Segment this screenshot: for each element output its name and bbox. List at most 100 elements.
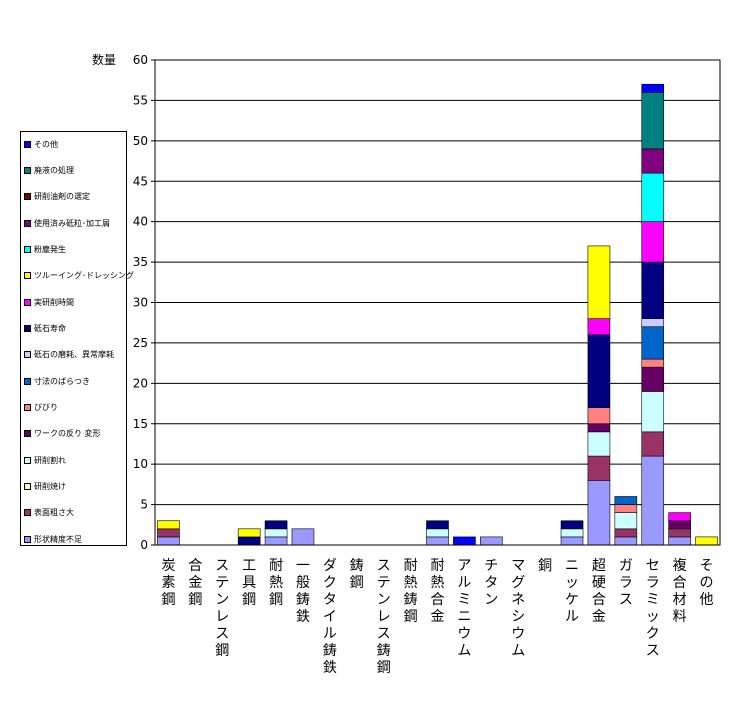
- legend-swatch: [24, 430, 31, 438]
- bar-segment: [560, 520, 584, 530]
- x-category-label-char: 鋼: [350, 575, 364, 591]
- bar-segment: [668, 520, 691, 530]
- x-category-label-char: レ: [215, 609, 229, 625]
- legend-item: ワークの反り 変形: [24, 428, 101, 440]
- x-category-label-char: 鋼: [188, 592, 202, 608]
- x-category-label-char: テ: [377, 575, 391, 591]
- legend-label: その他: [34, 139, 58, 149]
- bar-segment: [426, 528, 449, 538]
- bar-segment: [668, 536, 691, 546]
- x-category-label-char: 鋳: [350, 557, 364, 574]
- x-category-label-char: 材: [673, 592, 687, 608]
- x-category-label-char: ス: [377, 558, 391, 574]
- bar-segment: [587, 407, 611, 425]
- legend-swatch: [24, 377, 31, 385]
- x-category-label-char: タ: [484, 575, 498, 591]
- bar-segment: [641, 455, 665, 546]
- bar-segment: [291, 528, 315, 546]
- legend-swatch: [24, 351, 31, 359]
- legend-item: 廃液の処理: [24, 164, 74, 176]
- y-tick-label: 25: [133, 336, 148, 350]
- y-tick-label: 45: [133, 174, 148, 188]
- bar-segment: [641, 318, 665, 328]
- bar-segment: [641, 92, 665, 150]
- y-tick-label: 40: [133, 215, 148, 229]
- legend-label: 形状精度不足: [34, 534, 82, 544]
- x-category-label-char: ア: [457, 558, 471, 574]
- x-category-label-char: ン: [377, 592, 391, 608]
- x-category-label-char: 熱: [269, 575, 283, 591]
- x-category-label-char: 鋼: [404, 609, 418, 625]
- x-category-label-char: 耐: [431, 558, 445, 574]
- x-category-label-char: ッ: [646, 609, 660, 625]
- bar-segment: [560, 528, 584, 538]
- bar-segment: [587, 480, 611, 546]
- x-category-label-char: ス: [215, 626, 229, 642]
- bar-segment: [668, 512, 691, 522]
- y-tick-label: 10: [133, 457, 148, 471]
- x-category-label-char: ケ: [565, 592, 579, 608]
- x-category-label-char: 耐: [404, 558, 418, 574]
- bar-segment: [157, 520, 180, 530]
- x-category-label-char: 鋳: [377, 642, 391, 659]
- legend-label: ツルーイング･ドレッシング: [34, 271, 134, 281]
- legend-item: 粉塵発生: [24, 243, 66, 255]
- x-category-label-char: 金: [188, 575, 202, 591]
- x-category-label-char: 鋳: [323, 642, 337, 659]
- legend-item: ツルーイング･ドレッシング: [24, 270, 134, 282]
- bar-segment: [641, 83, 665, 93]
- x-category-label-char: 複: [673, 557, 687, 574]
- x-category-label-char: 銅: [538, 558, 552, 574]
- bar-segment: [480, 536, 503, 546]
- x-category-label-char: マ: [511, 558, 525, 574]
- bar-segment: [614, 496, 638, 505]
- x-category-label-char: ス: [215, 558, 229, 574]
- y-tick-label: 55: [133, 93, 148, 107]
- x-category-label-char: ス: [619, 592, 633, 608]
- bar-segment: [641, 391, 665, 433]
- bar-segment: [237, 528, 261, 538]
- legend-item: 表面粗さ大: [24, 507, 74, 519]
- legend-swatch: [24, 509, 31, 517]
- bar-segment: [614, 536, 638, 546]
- legend-item: 砥石の磨耗、異常摩耗: [24, 349, 114, 361]
- x-category-label-char: 一: [296, 558, 310, 574]
- x-category-label-char: ミ: [646, 592, 660, 608]
- legend-item: 研削割れ: [24, 454, 66, 466]
- bar-segment: [614, 528, 638, 538]
- gridlines: [155, 99, 720, 506]
- x-category-label-char: 鋼: [377, 660, 391, 676]
- bar-segment: [614, 512, 638, 530]
- legend-label: 廃液の処理: [34, 165, 74, 175]
- x-category-label-char: レ: [377, 609, 391, 625]
- x-category-label-char: 鋳: [296, 591, 310, 608]
- y-tick-label: 20: [133, 376, 148, 390]
- y-tick-label: 50: [133, 134, 148, 148]
- bar-segment: [426, 520, 449, 530]
- bar-segment: [695, 536, 718, 546]
- legend-item: 実研削時間: [24, 296, 74, 308]
- x-category-label-char: ス: [377, 626, 391, 642]
- x-category-label-char: タ: [323, 592, 337, 608]
- legend-swatch: [24, 140, 31, 148]
- bars: [157, 83, 718, 546]
- bar-segment: [668, 528, 691, 538]
- x-category-label-char: 熱: [404, 575, 418, 591]
- legend-label: びびり: [34, 402, 58, 412]
- legend-label: 研削割れ: [34, 455, 66, 465]
- legend-item: 研削焼け: [24, 480, 66, 492]
- bar-segment: [560, 536, 584, 546]
- x-category-label-char: 合: [188, 558, 202, 574]
- legend-swatch: [24, 324, 31, 332]
- legend-swatch: [24, 219, 31, 227]
- legend-label: 研削焼け: [34, 481, 66, 491]
- bar-segment: [237, 536, 261, 546]
- bar-segment: [453, 536, 476, 546]
- legend-item: 砥石寿命: [24, 322, 66, 334]
- x-category-label-char: 金: [592, 609, 606, 625]
- x-category-label-char: ム: [457, 643, 471, 659]
- x-category-label-char: ガ: [619, 558, 633, 574]
- x-category-label-char: ラ: [646, 575, 660, 591]
- x-category-label-char: ス: [646, 643, 660, 659]
- legend-swatch: [24, 193, 31, 201]
